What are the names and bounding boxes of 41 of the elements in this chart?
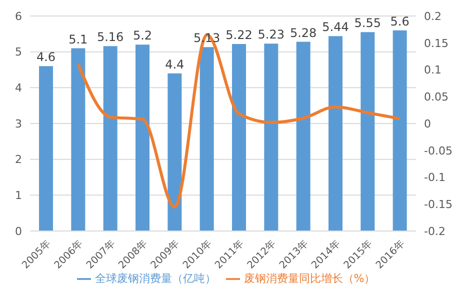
y2-tick-label: -0.2 — [424, 224, 446, 238]
bar — [264, 44, 278, 231]
data-label: 5.23 — [258, 28, 285, 42]
data-label: 5.22 — [226, 28, 252, 42]
bar — [200, 47, 214, 231]
y2-tick-label: -0.1 — [424, 171, 446, 184]
data-label: 4.4 — [165, 57, 184, 72]
y2-tick-label: 0.05 — [424, 90, 448, 104]
y2-tick-label: -0.15 — [424, 198, 452, 212]
bar — [232, 44, 246, 231]
y-tick-label: 1 — [15, 189, 22, 202]
bar — [71, 48, 86, 231]
y2-tick-label: 0.1 — [424, 64, 442, 77]
data-label: 4.6 — [36, 50, 56, 64]
y2-tick-label: 0.15 — [424, 36, 448, 50]
data-label: 5.55 — [354, 16, 382, 30]
y-tick-label: 6 — [15, 10, 22, 23]
data-label: 5.44 — [322, 20, 349, 34]
y-tick-label: 5 — [15, 46, 22, 59]
y-tick-label: 3 — [15, 117, 22, 130]
bar — [136, 44, 150, 231]
legend-label: 全球废钢消费量（亿吨） — [94, 272, 216, 285]
data-label: 5.28 — [290, 26, 317, 40]
y-tick-label: 2 — [15, 153, 22, 166]
bar — [39, 66, 53, 231]
data-label: 5.1 — [68, 32, 88, 46]
data-label: 5.2 — [132, 28, 152, 43]
y2-tick-label: -0.05 — [424, 144, 452, 158]
bar — [103, 46, 118, 231]
legend-label: 废钢消费量同比增长（%） — [244, 272, 376, 285]
data-label: 5.6 — [390, 14, 410, 28]
bar — [392, 30, 407, 231]
bar — [328, 36, 342, 231]
bar — [296, 42, 310, 231]
bar — [168, 73, 182, 231]
data-label: 5.16 — [96, 30, 124, 44]
y2-tick-label: 0.2 — [424, 10, 442, 23]
y-tick-label: 4 — [15, 82, 22, 95]
bar — [360, 32, 375, 231]
y2-tick-label: 0 — [424, 117, 431, 130]
y-tick-label: 0 — [15, 224, 22, 238]
